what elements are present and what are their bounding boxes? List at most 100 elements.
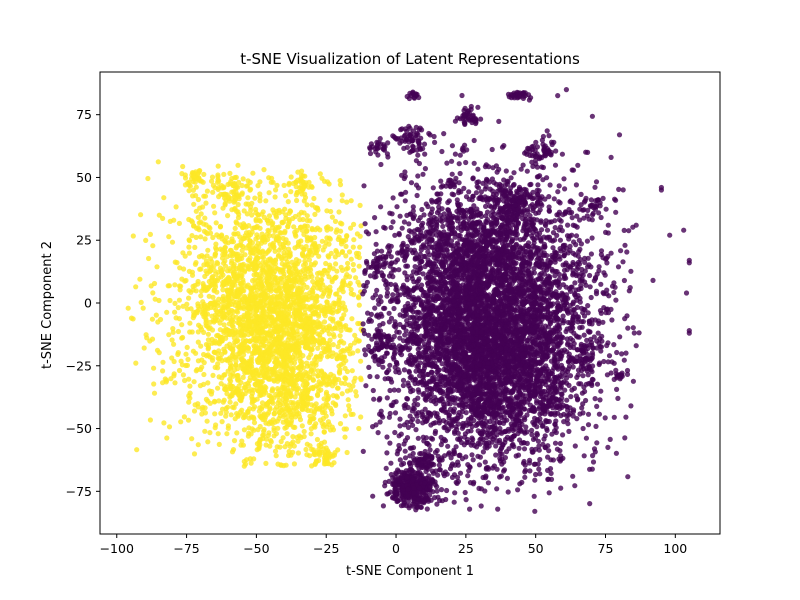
scatter-point	[329, 279, 335, 285]
scatter-point	[246, 320, 252, 326]
scatter-point	[292, 231, 298, 238]
scatter-point	[203, 341, 209, 348]
scatter-point	[397, 335, 403, 341]
scatter-point	[353, 275, 359, 281]
scatter-point	[249, 250, 255, 256]
scatter-point	[245, 178, 251, 184]
scatter-point	[205, 439, 211, 445]
scatter-point	[304, 234, 310, 240]
scatter-point	[257, 191, 263, 197]
scatter-point	[278, 327, 284, 333]
scatter-point	[272, 248, 278, 254]
scatter-point	[279, 256, 285, 262]
scatter-point	[266, 392, 272, 399]
scatter-point	[337, 367, 343, 373]
scatter-point	[310, 385, 316, 392]
scatter-point	[184, 306, 190, 312]
scatter-point	[325, 419, 331, 425]
scatter-point	[218, 410, 224, 416]
scatter-point	[306, 355, 312, 361]
scatter-point	[283, 351, 289, 357]
scatter-point	[307, 418, 313, 424]
scatter-point	[332, 218, 339, 224]
scatter-point	[313, 325, 319, 331]
scatter-point	[257, 285, 263, 291]
scatter-point	[254, 255, 260, 261]
scatter-point	[280, 419, 286, 425]
scatter-point	[331, 334, 337, 340]
scatter-point	[256, 408, 262, 414]
scatter-point	[170, 326, 176, 332]
scatter-point	[342, 413, 348, 419]
scatter-point	[237, 281, 243, 287]
scatter-point	[193, 184, 199, 190]
scatter-point	[266, 366, 272, 372]
scatter-point	[299, 244, 305, 250]
scatter-point	[338, 338, 344, 344]
scatter-point	[213, 241, 219, 247]
scatter-point	[318, 368, 325, 374]
scatter-point	[351, 267, 357, 273]
scatter-point	[281, 182, 287, 188]
scatter-point	[276, 309, 282, 315]
scatter-point	[326, 291, 332, 297]
scatter-point	[457, 170, 463, 177]
scatter-point	[344, 233, 350, 239]
scatter-point	[290, 329, 296, 335]
scatter-point	[325, 267, 332, 273]
scatter-point	[195, 196, 201, 203]
scatter-point	[215, 179, 221, 185]
scatter-point	[228, 260, 235, 266]
scatter-point	[308, 183, 314, 189]
scatter-point	[240, 176, 246, 182]
scatter-point	[238, 333, 244, 339]
scatter-point	[620, 259, 626, 265]
scatter-point	[334, 385, 341, 391]
scatter-point	[232, 282, 238, 288]
scatter-point	[271, 378, 277, 384]
scatter-point	[226, 194, 232, 200]
scatter-point	[164, 435, 170, 441]
scatter-point	[557, 440, 564, 447]
scatter-point	[282, 193, 289, 199]
scatter-point	[266, 376, 272, 382]
scatter-point	[341, 312, 347, 318]
scatter-point	[478, 503, 484, 509]
scatter-point	[342, 434, 348, 440]
scatter-point	[569, 387, 575, 393]
scatter-point	[311, 361, 317, 367]
scatter-point	[180, 163, 186, 170]
scatter-point	[153, 312, 159, 318]
scatter-point	[207, 325, 213, 331]
scatter-point	[221, 171, 227, 177]
scatter-point	[334, 394, 340, 400]
scatter-point	[203, 200, 209, 206]
scatter-point	[201, 360, 207, 366]
scatter-point	[151, 390, 158, 396]
scatter-point	[237, 347, 243, 353]
scatter-point	[207, 430, 213, 436]
scatter-point	[209, 174, 216, 180]
scatter-point	[297, 297, 303, 304]
scatter-point	[186, 393, 192, 399]
scatter-point	[343, 253, 349, 259]
scatter-point	[241, 427, 247, 433]
scatter-point	[264, 332, 270, 338]
scatter-point	[233, 401, 239, 407]
scatter-point	[236, 265, 242, 271]
scatter-point	[402, 448, 408, 454]
scatter-point	[308, 431, 314, 437]
scatter-point	[269, 175, 275, 181]
scatter-point	[313, 303, 319, 310]
scatter-point	[268, 294, 274, 300]
scatter-point	[166, 424, 173, 430]
scatter-point	[281, 409, 287, 415]
scatter-point	[239, 438, 245, 444]
scatter-point	[273, 453, 279, 459]
scatter-point	[272, 306, 278, 312]
scatter-point	[251, 420, 258, 426]
scatter-point	[619, 351, 625, 357]
scatter-point	[290, 343, 296, 350]
scatter-point	[255, 183, 261, 189]
scatter-point	[260, 259, 266, 265]
